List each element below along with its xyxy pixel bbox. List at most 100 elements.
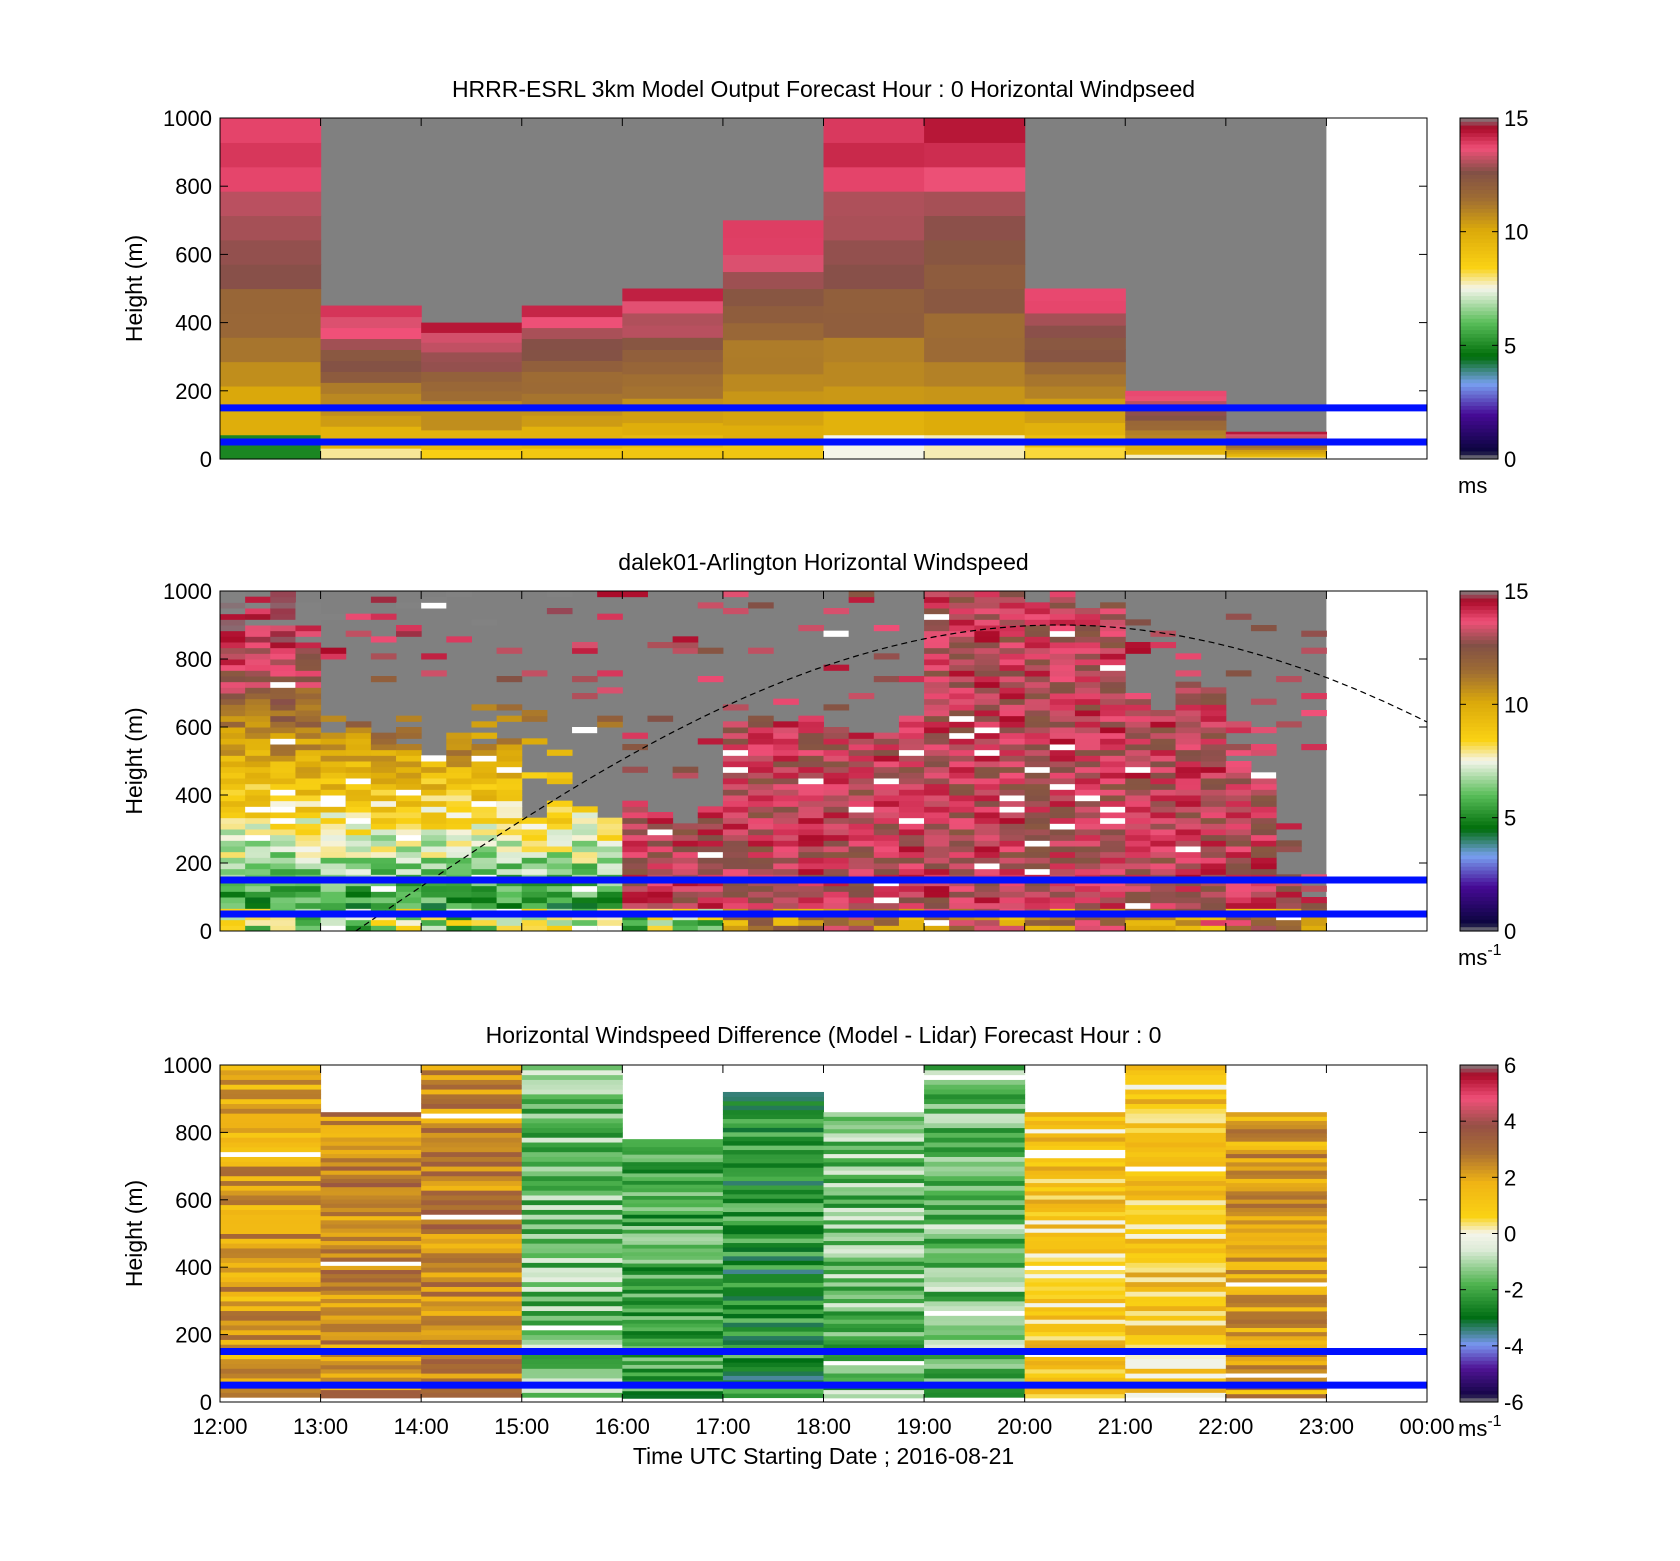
lidar-cell: [1074, 857, 1101, 864]
lidar-cell: [722, 783, 749, 790]
lidar-cell: [1100, 749, 1126, 756]
lidar-cell: [873, 834, 900, 841]
colorbar-segment: [1460, 1124, 1498, 1130]
diff-cell: [823, 1327, 925, 1333]
lidar-cell: [396, 744, 422, 751]
colorbar-segment: [1460, 318, 1498, 324]
lidar-cell: [949, 902, 975, 909]
diff-cell: [924, 1334, 1026, 1340]
lidar-cell: [1049, 755, 1076, 762]
colorbar-segment: [1460, 1214, 1498, 1220]
lidar-cell: [421, 829, 447, 836]
colorbar-segment: [1460, 364, 1498, 369]
diff-column-22:00: [1225, 1112, 1327, 1399]
diff-cell: [924, 1065, 1026, 1071]
lidar-cell: [1276, 676, 1302, 683]
diff-cell: [1125, 1358, 1227, 1364]
lidar-cell: [295, 727, 322, 734]
diff-cell: [722, 1176, 824, 1182]
diff-cell: [521, 1228, 623, 1234]
lidar-cell: [1301, 885, 1327, 892]
diff-cell: [924, 1252, 1026, 1259]
lidar-cell: [1100, 738, 1126, 745]
lidar-cell: [295, 902, 322, 909]
lidar-cell: [245, 647, 271, 654]
lidar-gap: [949, 715, 975, 722]
diff-gap: [924, 1310, 1025, 1316]
colorbar-segment: [1460, 734, 1498, 739]
lidar-cell: [421, 902, 447, 909]
lidar-cell: [1024, 851, 1051, 858]
lidar-cell: [1100, 602, 1126, 609]
lidar-cell: [722, 806, 749, 813]
diff-cell: [421, 1300, 523, 1307]
lidar-cell: [396, 902, 422, 909]
lidar-cell: [1175, 698, 1202, 705]
diff-cell: [521, 1170, 623, 1177]
lidar-cell: [320, 851, 347, 858]
colorbar-segment: [1460, 1113, 1498, 1119]
diff-cell: [1125, 1122, 1227, 1129]
lidar-cell: [898, 727, 925, 734]
diff-cell: [320, 1170, 422, 1175]
lidar-cell: [1125, 715, 1151, 722]
lidar-cell: [597, 591, 623, 598]
lidar-cell: [898, 834, 925, 841]
diff-cell: [622, 1169, 724, 1174]
lidar-cell: [697, 857, 724, 864]
lidar-cell: [773, 817, 799, 824]
lidar-cell: [572, 919, 598, 926]
diff-cell: [1125, 1324, 1227, 1331]
lidar-cell: [1125, 800, 1151, 807]
lidar-cell: [1074, 670, 1101, 677]
lidar-cell: [396, 625, 422, 632]
lidar-cell: [974, 732, 1001, 739]
lidar-cell: [1024, 902, 1051, 909]
lidar-cell: [1150, 766, 1177, 773]
colorbar-segment: [1460, 284, 1498, 290]
diff-cell: [220, 1219, 322, 1225]
lidar-cell: [446, 636, 472, 643]
lidar-cell: [1150, 732, 1177, 739]
model-cell: [823, 361, 925, 387]
lidar-cell: [220, 778, 246, 785]
colorbar-segment: [1460, 205, 1498, 210]
lidar-cell: [773, 868, 799, 875]
lidar-cell: [1125, 738, 1151, 745]
diff-cell: [722, 1153, 824, 1159]
diff-cell: [421, 1098, 523, 1105]
diff-cell: [924, 1079, 1026, 1085]
lidar-cell: [974, 659, 1001, 666]
lidar-cell: [370, 596, 397, 603]
lidar-cell: [1150, 868, 1177, 875]
diff-cell: [521, 1132, 623, 1138]
lidar-cell: [345, 851, 372, 858]
colorbar-segment: [1460, 753, 1498, 758]
lidar-cell: [245, 625, 271, 632]
lidar-cell: [396, 778, 422, 785]
lidar-cell: [1250, 925, 1277, 932]
lidar-cell: [1200, 800, 1227, 807]
lidar-cell: [1049, 840, 1076, 847]
diff-cell: [924, 1392, 1026, 1398]
diff-cell: [823, 1182, 925, 1188]
lidar-cell: [446, 829, 472, 836]
diff-cell: [421, 1166, 523, 1172]
x-tick-label: 21:00: [1098, 1414, 1153, 1439]
lidar-gap: [1024, 840, 1050, 847]
lidar-cell: [999, 755, 1026, 762]
lidar-cell: [1175, 766, 1202, 773]
lidar-cell: [220, 591, 246, 598]
diff-cell: [924, 1291, 1026, 1297]
diff-cell: [220, 1223, 322, 1230]
lidar-cell: [1225, 783, 1252, 790]
diff-cell: [220, 1127, 322, 1133]
lidar-cell: [798, 829, 824, 836]
lidar-cell: [798, 800, 824, 807]
lidar-cell: [396, 727, 422, 734]
lidar-cell: [1049, 681, 1076, 688]
lidar-cell: [974, 710, 1001, 717]
diff-cell: [521, 1103, 623, 1109]
lidar-cell: [471, 925, 498, 932]
lidar-cell: [1125, 749, 1151, 756]
